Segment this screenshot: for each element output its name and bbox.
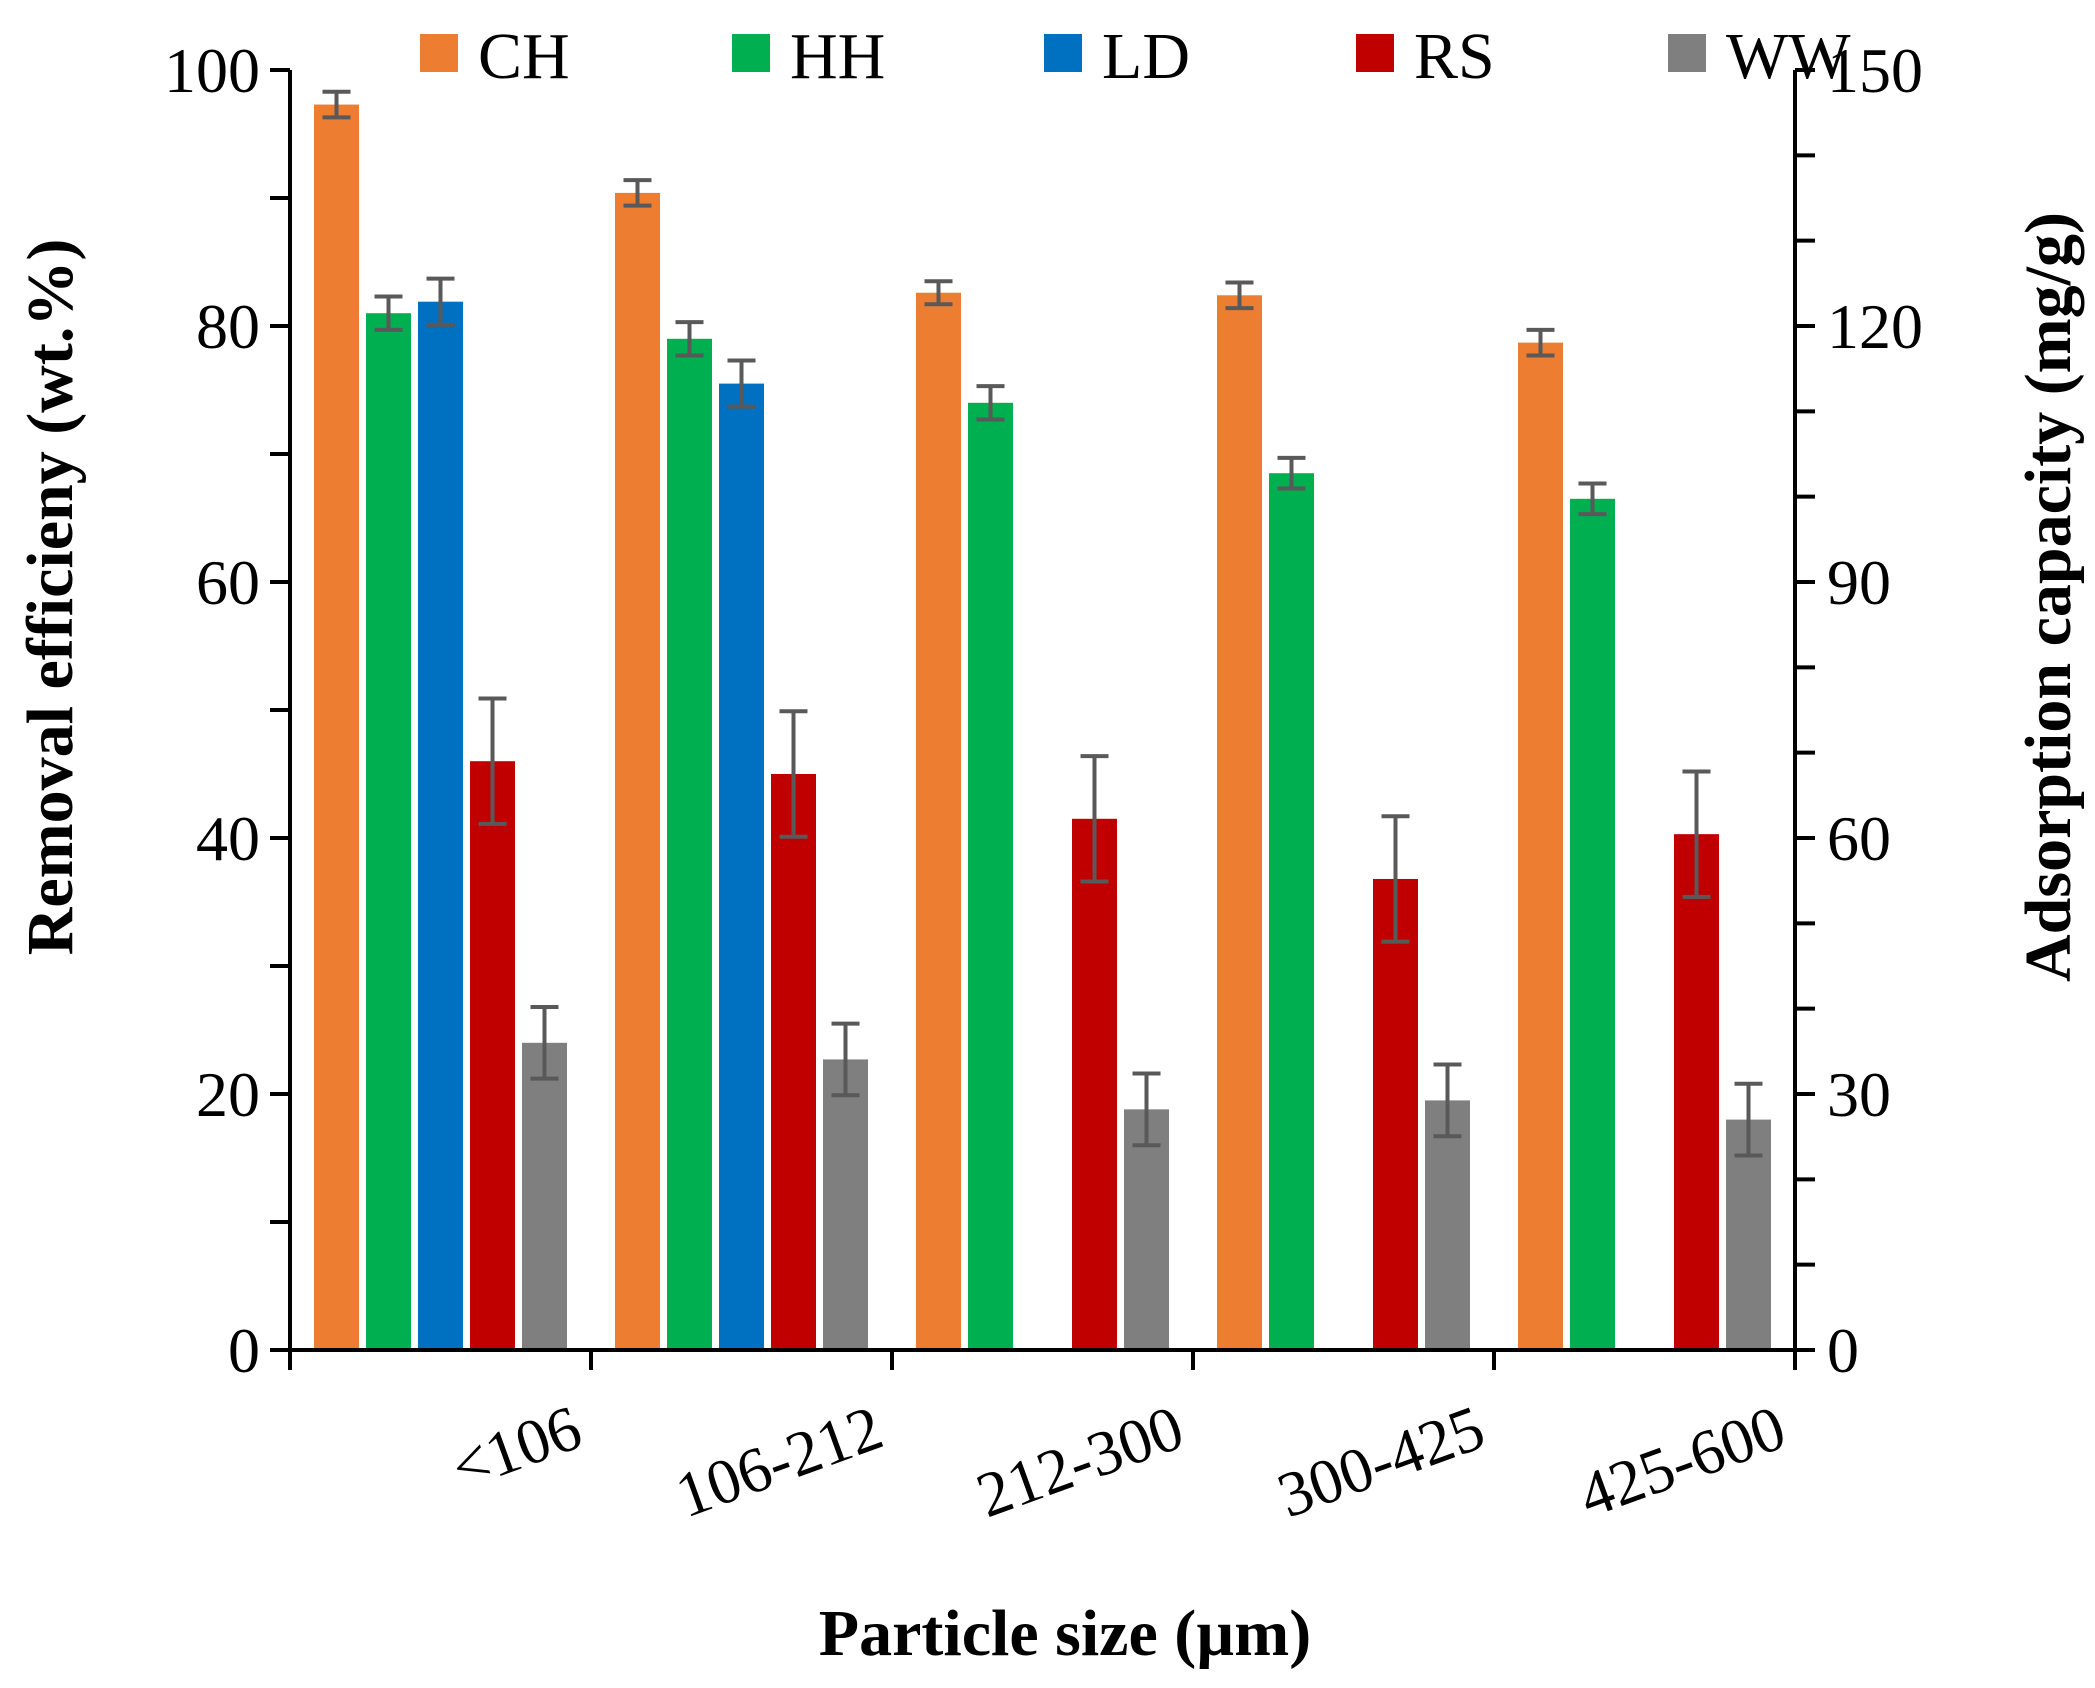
bar-ch-3 bbox=[916, 292, 961, 1351]
x-axis-title: Particle size (µm) bbox=[819, 1597, 1311, 1670]
legend-label: RS bbox=[1414, 20, 1495, 93]
error-bar-ch-5 bbox=[1526, 327, 1555, 358]
bar-ld-1 bbox=[418, 301, 463, 1351]
x-tick-label: <106 bbox=[442, 1391, 590, 1503]
error-bar-ld-2 bbox=[727, 358, 756, 409]
error-bar-ch-2 bbox=[623, 178, 652, 208]
legend-item-rs: RS bbox=[1356, 20, 1495, 93]
bar-hh-3 bbox=[968, 402, 1013, 1350]
bar-rs-3 bbox=[1072, 818, 1117, 1350]
error-bar-ch-1 bbox=[322, 89, 351, 120]
y-tick-label-left: 0 bbox=[228, 1315, 260, 1386]
bar-ch-4 bbox=[1217, 295, 1262, 1350]
legend-label: LD bbox=[1102, 20, 1190, 93]
bar-rs-2 bbox=[771, 774, 816, 1350]
y-tick-label-right: 150 bbox=[1827, 35, 1923, 106]
error-bar-rs-3 bbox=[1080, 754, 1109, 884]
error-bar-hh-4 bbox=[1277, 455, 1306, 491]
error-bar-ww-4 bbox=[1433, 1062, 1462, 1139]
error-bar-ch-4 bbox=[1225, 280, 1254, 311]
axes-layer: 0 20 40 60 80 100 0 30 60 90 120 150 <106 106-212 212-… bbox=[164, 35, 1923, 1531]
error-bar-hh-3 bbox=[976, 384, 1005, 422]
legend-item-ww: WW bbox=[1668, 20, 1851, 93]
bar-ww-2 bbox=[823, 1059, 868, 1350]
bar-ld-2 bbox=[719, 383, 764, 1351]
bar-ww-5 bbox=[1726, 1119, 1771, 1350]
bar-hh-4 bbox=[1269, 473, 1314, 1350]
error-bar-rs-2 bbox=[779, 709, 808, 839]
legend-label: CH bbox=[478, 20, 570, 93]
x-tick-label: 300-425 bbox=[1269, 1391, 1494, 1531]
error-bar-ww-5 bbox=[1734, 1081, 1763, 1158]
bar-hh-2 bbox=[667, 338, 712, 1350]
x-tick-label: 212-300 bbox=[968, 1391, 1193, 1531]
error-bar-rs-1 bbox=[478, 696, 507, 826]
error-bar-hh-5 bbox=[1578, 481, 1607, 517]
y-tick-label-left: 60 bbox=[196, 547, 260, 618]
error-bar-ww-1 bbox=[530, 1004, 559, 1081]
bar-rs-5 bbox=[1674, 834, 1719, 1350]
legend-swatch bbox=[1668, 34, 1706, 72]
error-bar-hh-2 bbox=[675, 320, 704, 358]
y-tick-label-right: 60 bbox=[1827, 803, 1891, 874]
y-axis-title-right: Adsorption capacity (mg/g) bbox=[2012, 212, 2085, 982]
y-tick-label-left: 20 bbox=[196, 1059, 260, 1130]
bar-ww-4 bbox=[1425, 1100, 1470, 1350]
error-bar-rs-4 bbox=[1381, 814, 1410, 944]
bar-ww-1 bbox=[522, 1042, 567, 1350]
error-bars-layer bbox=[322, 89, 1763, 1158]
bar-ch-2 bbox=[615, 192, 660, 1350]
error-bar-ld-1 bbox=[426, 276, 455, 327]
y-tick-label-left: 100 bbox=[164, 35, 260, 106]
legend: CH HH LD RS WW bbox=[420, 20, 1851, 93]
x-tick-label: 106-212 bbox=[667, 1391, 892, 1531]
y-axis-title-left: Removal efficieny (wt.%) bbox=[14, 239, 87, 956]
legend-label: WW bbox=[1726, 20, 1851, 93]
y-tick-label-right: 120 bbox=[1827, 291, 1923, 362]
bars-layer bbox=[314, 104, 1771, 1351]
legend-item-ch: CH bbox=[420, 20, 570, 93]
y-tick-label-right: 30 bbox=[1827, 1059, 1891, 1130]
bar-ch-5 bbox=[1518, 342, 1563, 1350]
legend-item-hh: HH bbox=[732, 20, 885, 93]
legend-swatch bbox=[1356, 34, 1394, 72]
bar-hh-1 bbox=[366, 313, 411, 1351]
error-bar-hh-1 bbox=[374, 294, 403, 332]
legend-swatch bbox=[732, 34, 770, 72]
legend-swatch bbox=[1044, 34, 1082, 72]
error-bar-ch-3 bbox=[924, 279, 953, 307]
y-tick-label-left: 40 bbox=[196, 803, 260, 874]
legend-item-ld: LD bbox=[1044, 20, 1190, 93]
error-bar-rs-5 bbox=[1682, 769, 1711, 899]
y-tick-label-left: 80 bbox=[196, 291, 260, 362]
bar-rs-1 bbox=[470, 761, 515, 1350]
legend-swatch bbox=[420, 34, 458, 72]
bar-hh-5 bbox=[1570, 498, 1615, 1350]
error-bar-ww-2 bbox=[831, 1021, 860, 1098]
bar-ww-3 bbox=[1124, 1109, 1169, 1350]
bar-rs-4 bbox=[1373, 878, 1418, 1350]
legend-label: HH bbox=[790, 20, 885, 93]
bar-ch-1 bbox=[314, 104, 359, 1350]
error-bar-ww-3 bbox=[1132, 1071, 1161, 1148]
y-tick-label-right: 90 bbox=[1827, 547, 1891, 618]
y-tick-label-right: 0 bbox=[1827, 1315, 1859, 1386]
x-tick-label: 425-600 bbox=[1570, 1391, 1795, 1531]
